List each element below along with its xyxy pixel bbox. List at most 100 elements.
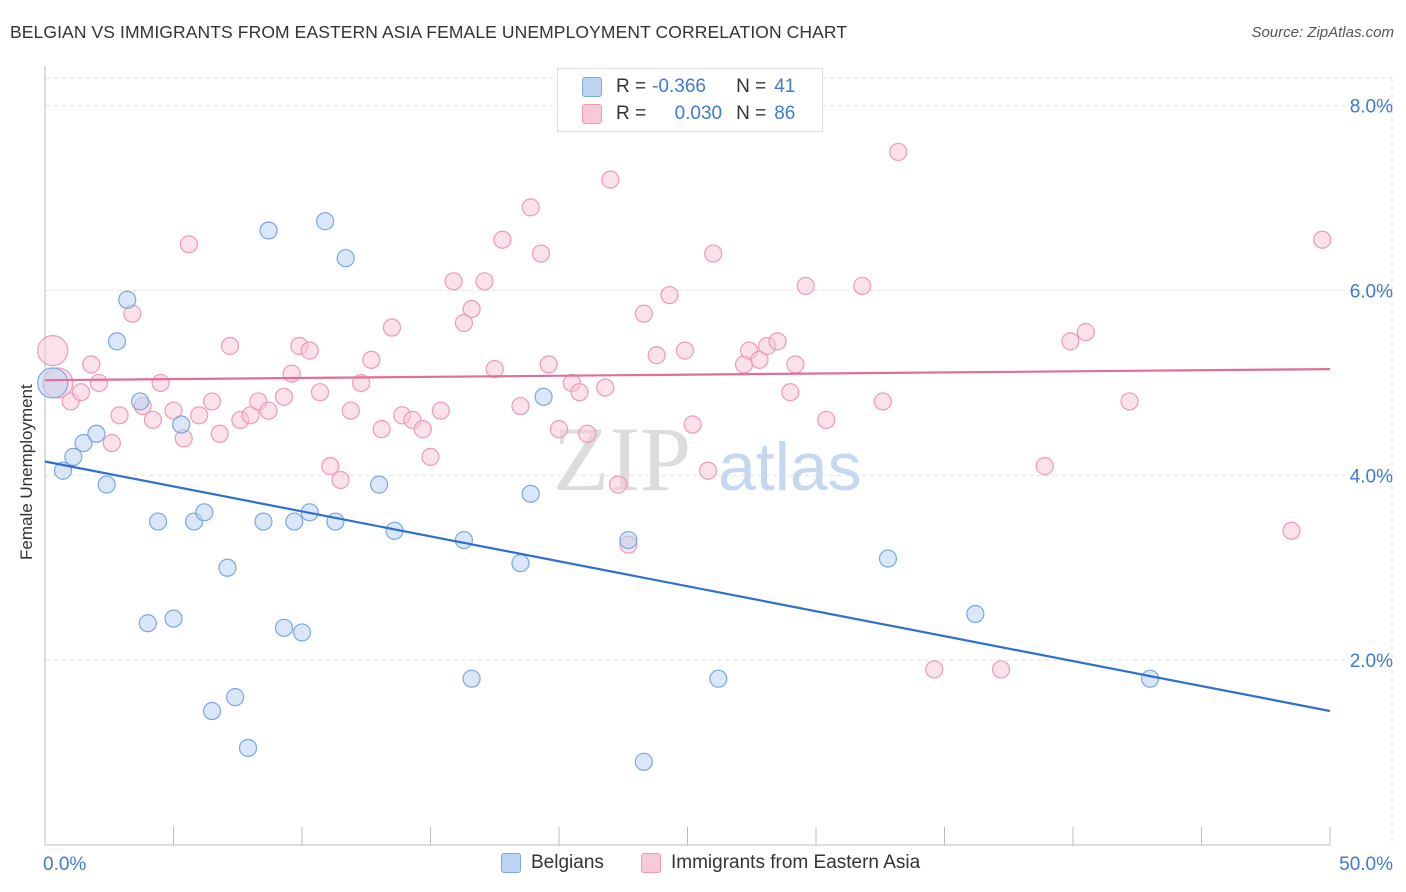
legend-item-belgians: Belgians: [501, 852, 604, 874]
data-point: [619, 530, 638, 550]
data-point: [282, 364, 301, 383]
data-point: [274, 618, 294, 637]
data-point: [37, 335, 69, 367]
data-point: [817, 410, 836, 430]
axes: [44, 66, 1331, 846]
trend-lines: [44, 367, 1331, 713]
legend-immigrants-label: Immigrants from Eastern Asia: [671, 852, 921, 873]
data-point: [601, 170, 620, 189]
data-point: [475, 272, 494, 291]
data-point: [179, 235, 199, 254]
y-axis-label-text: Female Unemployment: [17, 384, 36, 560]
data-point: [462, 669, 481, 688]
data-point: [578, 424, 597, 443]
legend-belgians-swatch: [501, 853, 521, 873]
data-point: [202, 392, 222, 411]
immigrants-r-value: 0.030: [674, 103, 723, 124]
data-point: [539, 355, 558, 374]
data-point: [781, 383, 800, 402]
data-point: [531, 244, 551, 263]
data-point: [878, 549, 898, 568]
data-point: [259, 401, 278, 420]
immigrants-n-value: 86: [774, 103, 796, 124]
belgians-n-label: N =: [736, 76, 767, 97]
legend-immigrants-swatch: [641, 853, 661, 873]
data-point: [1120, 392, 1139, 411]
data-point: [118, 290, 137, 309]
data-point: [110, 406, 129, 425]
watermark-zip: ZIP: [553, 408, 691, 510]
data-point: [853, 276, 872, 296]
legend-row-belgians: R = -0.366 N = 41: [582, 74, 795, 100]
data-point: [493, 230, 512, 249]
correlation-legend: R = -0.366 N = 41 R = 0.030 N = 86: [557, 68, 823, 132]
data-point: [675, 341, 695, 360]
data-point: [511, 554, 530, 573]
legend-row-immigrants: R = 0.030 N = 86: [582, 101, 795, 127]
data-point: [331, 470, 350, 490]
data-point: [704, 244, 723, 263]
data-point: [925, 660, 944, 679]
immigrants-n-label: N =: [736, 103, 767, 124]
y-tick-label: 4.0%: [1350, 466, 1393, 487]
data-point: [534, 387, 553, 406]
data-point: [241, 406, 260, 425]
belgians-n-value: 41: [774, 76, 796, 97]
data-point: [226, 688, 245, 707]
data-point: [549, 420, 569, 439]
y-tick-label: 2.0%: [1350, 651, 1393, 672]
data-point: [238, 738, 258, 758]
data-point: [148, 512, 168, 531]
data-point: [511, 396, 530, 416]
data-point: [698, 461, 718, 480]
data-point: [172, 415, 191, 434]
data-point: [768, 332, 787, 351]
data-point: [190, 406, 209, 425]
legend-item-immigrants: Immigrants from Eastern Asia: [641, 852, 920, 874]
data-point: [966, 604, 985, 624]
data-point: [71, 383, 91, 402]
data-point: [316, 212, 335, 231]
data-point: [609, 475, 628, 494]
data-point: [336, 249, 355, 268]
immigrants-points: [37, 92, 1332, 679]
data-point: [164, 609, 183, 628]
data-point: [1282, 521, 1301, 540]
data-point: [485, 359, 504, 379]
data-point: [87, 424, 106, 443]
data-point: [796, 276, 815, 296]
belgians-r-value: -0.366: [652, 76, 706, 97]
data-point: [382, 318, 402, 337]
data-point: [254, 512, 273, 531]
data-point: [362, 350, 381, 369]
y-tick-label: 6.0%: [1350, 282, 1393, 303]
data-point: [1313, 230, 1332, 249]
data-point: [1140, 669, 1160, 688]
data-point: [37, 367, 69, 399]
belgians-trend-line: [44, 460, 1331, 713]
data-point: [991, 660, 1011, 679]
belgians-points: [37, 212, 1160, 771]
y-axis-label: Female Unemployment: [17, 284, 37, 560]
data-point: [138, 614, 157, 633]
data-point: [102, 433, 121, 453]
data-point: [97, 475, 116, 494]
x-tick-label: 0.0%: [43, 854, 86, 875]
data-point: [195, 503, 214, 522]
legend-belgians-label: Belgians: [531, 852, 604, 873]
data-point: [1076, 323, 1095, 342]
data-point: [292, 623, 312, 642]
data-point: [444, 272, 463, 291]
data-point: [570, 383, 589, 402]
belgians-swatch: [582, 77, 602, 97]
data-point: [64, 447, 83, 466]
belgians-r-label: R =: [616, 76, 647, 97]
watermark-atlas: atlas: [718, 429, 862, 505]
data-point: [1035, 457, 1054, 476]
data-point: [202, 701, 222, 721]
data-point: [521, 198, 540, 217]
data-point: [82, 355, 101, 374]
data-point: [421, 447, 440, 466]
chart-title: BELGIAN VS IMMIGRANTS FROM EASTERN ASIA …: [10, 22, 848, 42]
